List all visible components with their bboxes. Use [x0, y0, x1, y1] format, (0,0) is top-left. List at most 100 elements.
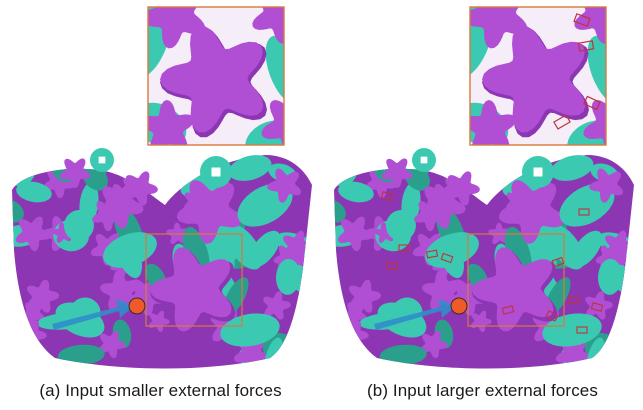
teal-leaf — [338, 181, 374, 203]
rectangle-outline-icon — [567, 295, 581, 305]
magenta-flower — [348, 279, 382, 313]
large-flower — [472, 247, 554, 332]
magenta-flower — [98, 331, 126, 359]
rectangle-outline-icon — [440, 252, 454, 264]
caption-a: (a) Input smaller external forces — [39, 381, 282, 400]
magenta-flower — [261, 100, 284, 145]
magenta-flower — [585, 291, 613, 320]
large-flower — [160, 25, 264, 133]
teal-leaf — [547, 224, 585, 270]
zoom-inset-frame — [147, 6, 285, 146]
magenta-flower — [589, 168, 624, 203]
teal-leaf — [57, 344, 105, 366]
magenta-flower — [420, 331, 448, 359]
magenta-flower — [148, 100, 195, 145]
zoom-inset-frame — [469, 6, 607, 146]
rectangle-outline-icon — [576, 326, 588, 334]
magenta-flower — [470, 7, 528, 49]
zoom-inset — [147, 6, 285, 146]
magenta-flower — [148, 310, 170, 332]
rectangle-outline-icon — [590, 302, 604, 312]
teal-leaf — [587, 35, 606, 105]
basket — [334, 148, 634, 369]
rectangle-outline-icon — [398, 244, 410, 252]
magenta-flower — [446, 171, 480, 206]
basket-render-b — [334, 6, 634, 369]
magenta-flower — [498, 180, 564, 244]
zoom-region-frame — [145, 233, 243, 327]
magenta-flower — [595, 245, 623, 272]
magenta-flower — [263, 291, 291, 320]
magenta-flower — [15, 216, 51, 252]
teal-leaf — [79, 182, 99, 225]
panel-a: (a) Input smaller external forces — [0, 0, 321, 410]
coin-piece — [200, 156, 232, 188]
magenta-flower — [556, 338, 591, 369]
zoom-inset — [469, 6, 607, 146]
magenta-flower — [124, 171, 158, 206]
rectangle-outline-icon — [551, 256, 565, 268]
magenta-flower — [176, 180, 242, 244]
coin-piece — [412, 148, 436, 172]
large-flower — [482, 25, 586, 133]
magenta-flower — [267, 168, 302, 203]
rectangle-outline-icon — [545, 310, 559, 322]
basket — [12, 148, 312, 369]
teal-leaf — [225, 224, 263, 270]
teal-leaf — [220, 313, 280, 347]
rectangle-outline-icon — [583, 95, 601, 111]
dot-icon — [450, 297, 468, 315]
magenta-flower — [470, 310, 492, 332]
rectangle-outline-icon — [385, 261, 399, 271]
teal-leaf — [265, 35, 284, 105]
caption-b: (b) Input larger external forces — [367, 381, 598, 400]
rectangle-outline-icon — [380, 191, 394, 201]
rectangle-outline-icon — [578, 208, 590, 216]
panel-b: (b) Input larger external forces — [322, 0, 643, 410]
magenta-flower — [381, 158, 413, 188]
magenta-flower — [252, 7, 284, 44]
magenta-flower — [337, 216, 373, 252]
rectangle-outline-icon — [573, 13, 591, 27]
teal-leaf — [12, 199, 24, 223]
zoom-region-frame — [467, 233, 565, 327]
magenta-flower — [188, 337, 210, 359]
arrow-icon — [374, 299, 456, 330]
zoom-inset-content — [148, 7, 284, 145]
coin-piece — [522, 156, 554, 188]
teal-leaf — [425, 232, 479, 268]
basket-pieces — [334, 155, 634, 369]
teal-leaf — [228, 155, 272, 181]
force-arrow-body — [52, 299, 134, 330]
teal-leaf — [542, 313, 602, 347]
constraint-markers — [380, 13, 604, 334]
teal-leaf — [401, 182, 421, 225]
magenta-flower — [234, 338, 269, 369]
magenta-flower — [166, 222, 189, 245]
basket-render-a — [12, 6, 312, 369]
force-arrow-body — [374, 299, 456, 330]
zoom-inset-content — [470, 7, 606, 145]
teal-leaf — [334, 199, 346, 223]
dot-icon — [128, 297, 146, 315]
magenta-flower — [583, 100, 606, 145]
magenta-flower — [488, 222, 511, 245]
magenta-flower — [148, 7, 206, 49]
arrow-icon — [52, 299, 134, 330]
magenta-flower — [273, 245, 301, 272]
magenta-flower — [26, 279, 60, 313]
magenta-flower — [20, 302, 45, 327]
magenta-flower — [470, 100, 517, 145]
coin-piece — [90, 148, 114, 172]
large-flower — [150, 247, 232, 332]
teal-leaf — [550, 155, 594, 181]
rectangle-outline-icon — [501, 305, 515, 315]
teal-leaf — [16, 181, 52, 203]
rectangle-outline-icon — [577, 40, 595, 52]
rectangle-outline-icon — [425, 249, 439, 259]
basket-pieces — [12, 155, 312, 369]
magenta-flower — [342, 302, 367, 327]
rectangle-outline-icon — [553, 114, 571, 130]
teal-leaf — [103, 232, 157, 268]
magenta-flower — [510, 337, 532, 359]
